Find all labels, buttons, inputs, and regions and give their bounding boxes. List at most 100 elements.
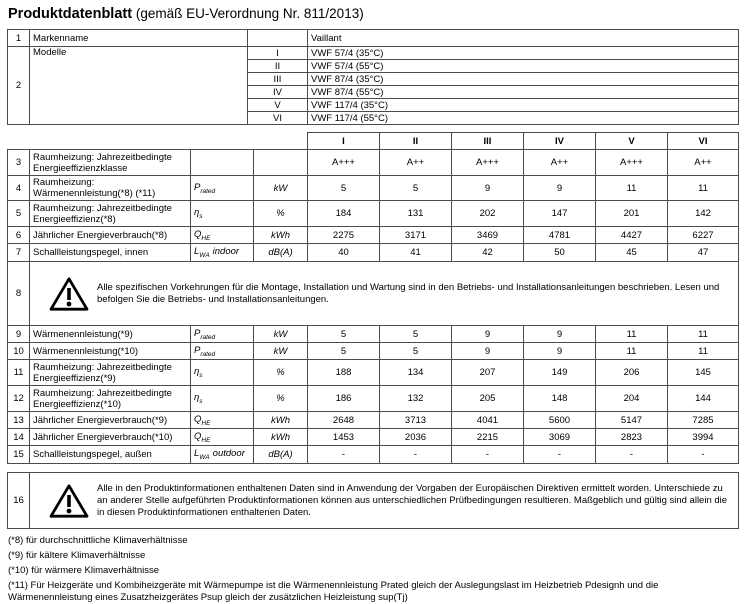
symbol-cell: Prated xyxy=(190,325,254,343)
table-row: 12 Raumheizung: Jahrezeitbedingte Energi… xyxy=(7,385,739,412)
value-cell: 147 xyxy=(523,200,596,227)
value-cell: 4781 xyxy=(523,226,596,244)
value-cell: - xyxy=(667,445,739,464)
unit-cell: kW xyxy=(253,175,308,201)
symbol-cell: QHE xyxy=(190,226,254,244)
value-cell: 201 xyxy=(595,200,668,227)
column-header: III xyxy=(451,132,524,150)
value-cell: 132 xyxy=(379,385,452,412)
table-row: 15 Schallleistungspegel, außen LWA outdoo… xyxy=(7,445,739,464)
safety-notice-text: Alle spezifischen Vorkehrungen für die M… xyxy=(97,281,720,305)
row-label: Jährlicher Energieverbrauch(*8) xyxy=(29,226,191,244)
warning-icon xyxy=(49,483,89,518)
column-header: IV xyxy=(523,132,596,150)
unit-cell: dB(A) xyxy=(253,243,308,262)
value-cell: 40 xyxy=(307,243,380,262)
table-row: 11 Raumheizung: Jahrezeitbedingte Energi… xyxy=(7,359,739,386)
table-row: 14 Jährlicher Energieverbrauch(*10) QHE … xyxy=(7,428,739,446)
row-number: 5 xyxy=(7,200,30,227)
unit-cell: % xyxy=(253,200,308,227)
value-cell: 5147 xyxy=(595,411,668,429)
value-cell: - xyxy=(451,445,524,464)
table-row: 3 Raumheizung: Jahrezeitbedingte Energie… xyxy=(7,149,739,176)
value-cell: - xyxy=(379,445,452,464)
column-header: II xyxy=(379,132,452,150)
brand-value: Vaillant xyxy=(307,29,739,47)
table-row: VI VWF 117/4 (55°C) xyxy=(8,111,739,125)
data-notice-cell: Alle in den Produktinformationen enthalt… xyxy=(29,472,739,529)
row-label: Markenname xyxy=(29,29,248,47)
unit-cell: kW xyxy=(253,325,308,343)
row-number: 2 xyxy=(7,46,30,125)
value-cell: 206 xyxy=(595,359,668,386)
value-cell: 2036 xyxy=(379,428,452,446)
value-cell: 131 xyxy=(379,200,452,227)
row-label: Schallleistungspegel, innen xyxy=(29,243,191,262)
model-name-cell: VWF 117/4 (55°C) xyxy=(307,111,739,125)
value-cell: A+++ xyxy=(451,149,524,176)
row-number: 9 xyxy=(7,325,30,343)
warning-icon xyxy=(49,276,89,311)
model-name-cell: VWF 87/4 (55°C) xyxy=(307,85,739,99)
value-cell: 4041 xyxy=(451,411,524,429)
value-cell: A+++ xyxy=(307,149,380,176)
row-number: 11 xyxy=(7,359,30,386)
model-name-cell: VWF 87/4 (35°C) xyxy=(307,72,739,86)
symbol-cell: LWA outdoor xyxy=(190,445,254,464)
unit-cell: kWh xyxy=(253,428,308,446)
unit-cell: dB(A) xyxy=(253,445,308,464)
data-notice-row: 16 Alle in den Produktinformationen enth… xyxy=(7,472,739,529)
row-number: 13 xyxy=(7,411,30,429)
safety-notice-row: 8 Alle spezifischen Vorkehrungen für die… xyxy=(7,261,739,326)
value-cell: 4427 xyxy=(595,226,668,244)
unit-cell: % xyxy=(253,385,308,412)
footnote: (*10) für wärmere Klimaverhältnisse xyxy=(8,565,159,576)
row-label: Raumheizung: Jahrezeitbedingte Energieef… xyxy=(29,200,191,227)
value-cell: 11 xyxy=(667,175,739,201)
symbol-cell xyxy=(190,149,254,176)
table-row: 1 Markenname Vaillant xyxy=(7,29,739,47)
value-cell: 50 xyxy=(523,243,596,262)
value-cell: 7285 xyxy=(667,411,739,429)
value-cell: 9 xyxy=(451,325,524,343)
value-cell: 205 xyxy=(451,385,524,412)
value-cell: 2823 xyxy=(595,428,668,446)
value-cell: 186 xyxy=(307,385,380,412)
row-number: 3 xyxy=(7,149,30,176)
symbol-cell: QHE xyxy=(190,411,254,429)
value-cell: 9 xyxy=(451,175,524,201)
value-cell: 3469 xyxy=(451,226,524,244)
value-cell: 3069 xyxy=(523,428,596,446)
symbol-cell: ηs xyxy=(190,359,254,386)
model-key-cell: V xyxy=(247,98,308,112)
data-notice-text: Alle in den Produktinformationen enthalt… xyxy=(97,482,728,518)
value-cell: 42 xyxy=(451,243,524,262)
table-row: 5 Raumheizung: Jahrezeitbedingte Energie… xyxy=(7,200,739,227)
value-cell: 3994 xyxy=(667,428,739,446)
row-label: Wärmenennleistung(*9) xyxy=(29,325,191,343)
value-cell: 5 xyxy=(307,175,380,201)
model-key-cell xyxy=(247,29,308,47)
unit-cell xyxy=(253,149,308,176)
value-cell: 5 xyxy=(379,325,452,343)
value-cell: 2275 xyxy=(307,226,380,244)
value-cell: A++ xyxy=(523,149,596,176)
symbol-cell: LWA indoor xyxy=(190,243,254,262)
value-cell: 5 xyxy=(307,342,380,360)
specifications-table: I II III IV V VI 3 Raumheizung: Jahrezei… xyxy=(7,132,739,464)
value-cell: 11 xyxy=(595,175,668,201)
symbol-cell: ηs xyxy=(190,200,254,227)
value-cell: 11 xyxy=(595,325,668,343)
column-header: VI xyxy=(667,132,739,150)
value-cell: 5600 xyxy=(523,411,596,429)
row-label: Raumheizung: Jahrezeitbedingte Energieef… xyxy=(29,149,191,176)
row-number: 12 xyxy=(7,385,30,412)
unit-cell: kW xyxy=(253,342,308,360)
value-cell: 188 xyxy=(307,359,380,386)
footnote: (*8) für durchschnittliche Klimaverhältn… xyxy=(8,535,188,546)
table-row: 7 Schallleistungspegel, innen LWA indoor … xyxy=(7,243,739,262)
row-label: Jährlicher Energieverbrauch(*10) xyxy=(29,428,191,446)
table-row: 13 Jährlicher Energieverbrauch(*9) QHE k… xyxy=(7,411,739,429)
value-cell: 142 xyxy=(667,200,739,227)
model-name-cell: VWF 57/4 (35°C) xyxy=(307,46,739,60)
